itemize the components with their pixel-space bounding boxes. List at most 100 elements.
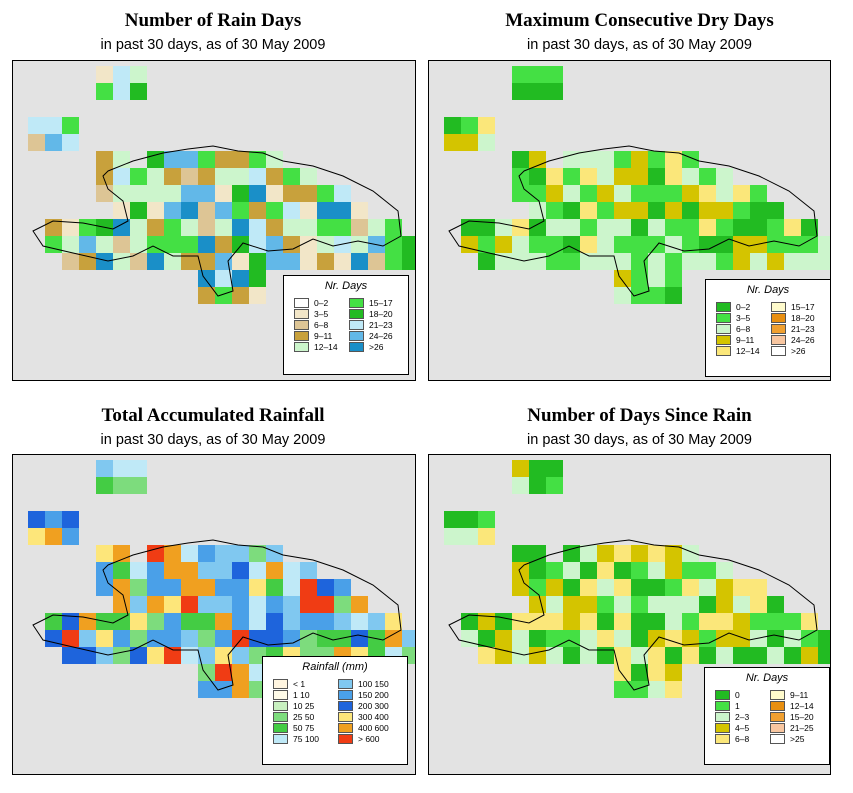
grid-cell xyxy=(164,596,181,613)
grid-cell xyxy=(665,168,682,185)
grid-cell xyxy=(512,579,529,596)
grid-cell xyxy=(147,562,164,579)
grid-cell xyxy=(597,562,614,579)
grid-cell xyxy=(96,545,113,562)
grid-cell xyxy=(232,647,249,664)
grid-cell xyxy=(96,83,113,100)
legend-item: > 600 xyxy=(338,734,403,745)
grid-cell xyxy=(512,477,529,494)
legend-label: 12–14 xyxy=(314,342,338,352)
coastline xyxy=(448,539,818,691)
grid-cell xyxy=(130,477,147,494)
panel-subtitle: in past 30 days, as of 30 May 2009 xyxy=(527,37,752,53)
panel-total-rainfall: Total Accumulated Rainfall in past 30 da… xyxy=(0,395,426,793)
legend-item: 9–11 xyxy=(294,331,349,342)
grid-cell xyxy=(79,630,96,647)
grid-cell xyxy=(215,613,232,630)
grid-cell xyxy=(164,202,181,219)
legend-swatch xyxy=(338,734,353,744)
grid-cell xyxy=(580,613,597,630)
grid-cell xyxy=(478,236,495,253)
legend-label: 18–20 xyxy=(369,309,393,319)
grid-cell xyxy=(249,630,266,647)
grid-cell xyxy=(665,647,682,664)
legend-item: 9–11 xyxy=(770,690,825,701)
grid-cell xyxy=(181,647,198,664)
legend-swatch xyxy=(716,324,731,334)
grid-cell xyxy=(648,168,665,185)
legend-swatch xyxy=(338,701,353,711)
grid-cell xyxy=(682,579,699,596)
panel-subtitle: in past 30 days, as of 30 May 2009 xyxy=(527,432,752,448)
grid-cell xyxy=(45,117,62,134)
grid-cell xyxy=(79,219,96,236)
grid-cell xyxy=(249,270,266,287)
grid-cell xyxy=(334,596,351,613)
grid-cell xyxy=(215,219,232,236)
grid-cell xyxy=(512,460,529,477)
legend-title: Rainfall (mm) xyxy=(302,661,368,673)
legend-item: >26 xyxy=(771,346,826,357)
grid-cell xyxy=(733,647,750,664)
legend-label: 0 xyxy=(735,690,740,700)
grid-cell xyxy=(478,219,495,236)
grid-cell xyxy=(665,613,682,630)
legend-label: > 600 xyxy=(358,734,380,744)
grid-cell xyxy=(130,236,147,253)
grid-cell xyxy=(750,596,767,613)
grid-cell xyxy=(665,151,682,168)
grid-cell xyxy=(818,630,830,647)
grid-cell xyxy=(215,579,232,596)
legend-item: 50 75 xyxy=(273,723,338,734)
grid-cell xyxy=(682,253,699,270)
legend-label: 15–17 xyxy=(791,302,815,312)
grid-cell xyxy=(198,219,215,236)
legend-label: 0–2 xyxy=(736,302,751,312)
grid-cell xyxy=(512,253,529,270)
grid-cell xyxy=(512,168,529,185)
grid-cell xyxy=(648,185,665,202)
grid-cell xyxy=(699,236,716,253)
legend-swatch xyxy=(338,723,353,733)
grid-cell xyxy=(317,613,334,630)
grid-cell xyxy=(181,185,198,202)
grid-cell xyxy=(648,647,665,664)
grid-cell xyxy=(631,681,648,698)
grid-cell xyxy=(96,630,113,647)
grid-cell xyxy=(113,236,130,253)
grid-cell xyxy=(300,202,317,219)
legend-label: 18–20 xyxy=(791,313,815,323)
legend-label: 1 xyxy=(735,701,740,711)
grid-cell xyxy=(631,185,648,202)
legend-swatch xyxy=(294,320,309,330)
grid-cell xyxy=(665,185,682,202)
grid-cell xyxy=(631,630,648,647)
grid-cell xyxy=(181,613,198,630)
grid-cell xyxy=(62,647,79,664)
grid-cell xyxy=(300,253,317,270)
grid-cell xyxy=(266,236,283,253)
grid-cell xyxy=(546,219,563,236)
grid-cell xyxy=(266,185,283,202)
legend-label: >26 xyxy=(791,346,806,356)
grid-cell xyxy=(249,253,266,270)
grid-cell xyxy=(232,253,249,270)
grid-cell xyxy=(249,287,266,304)
grid-cell xyxy=(334,185,351,202)
grid-cell xyxy=(614,613,631,630)
grid-cell xyxy=(597,647,614,664)
grid-cell xyxy=(249,562,266,579)
grid-cell xyxy=(767,219,784,236)
grid-cell xyxy=(45,630,62,647)
legend-swatch xyxy=(273,690,288,700)
legend-label: 21–25 xyxy=(790,723,814,733)
grid-cell xyxy=(266,151,283,168)
grid-cell xyxy=(368,613,385,630)
grid-cell xyxy=(147,613,164,630)
grid-cell xyxy=(665,545,682,562)
grid-cell xyxy=(580,253,597,270)
grid-cell xyxy=(164,579,181,596)
grid-cell xyxy=(631,664,648,681)
grid-cell xyxy=(682,545,699,562)
grid-cell xyxy=(699,253,716,270)
